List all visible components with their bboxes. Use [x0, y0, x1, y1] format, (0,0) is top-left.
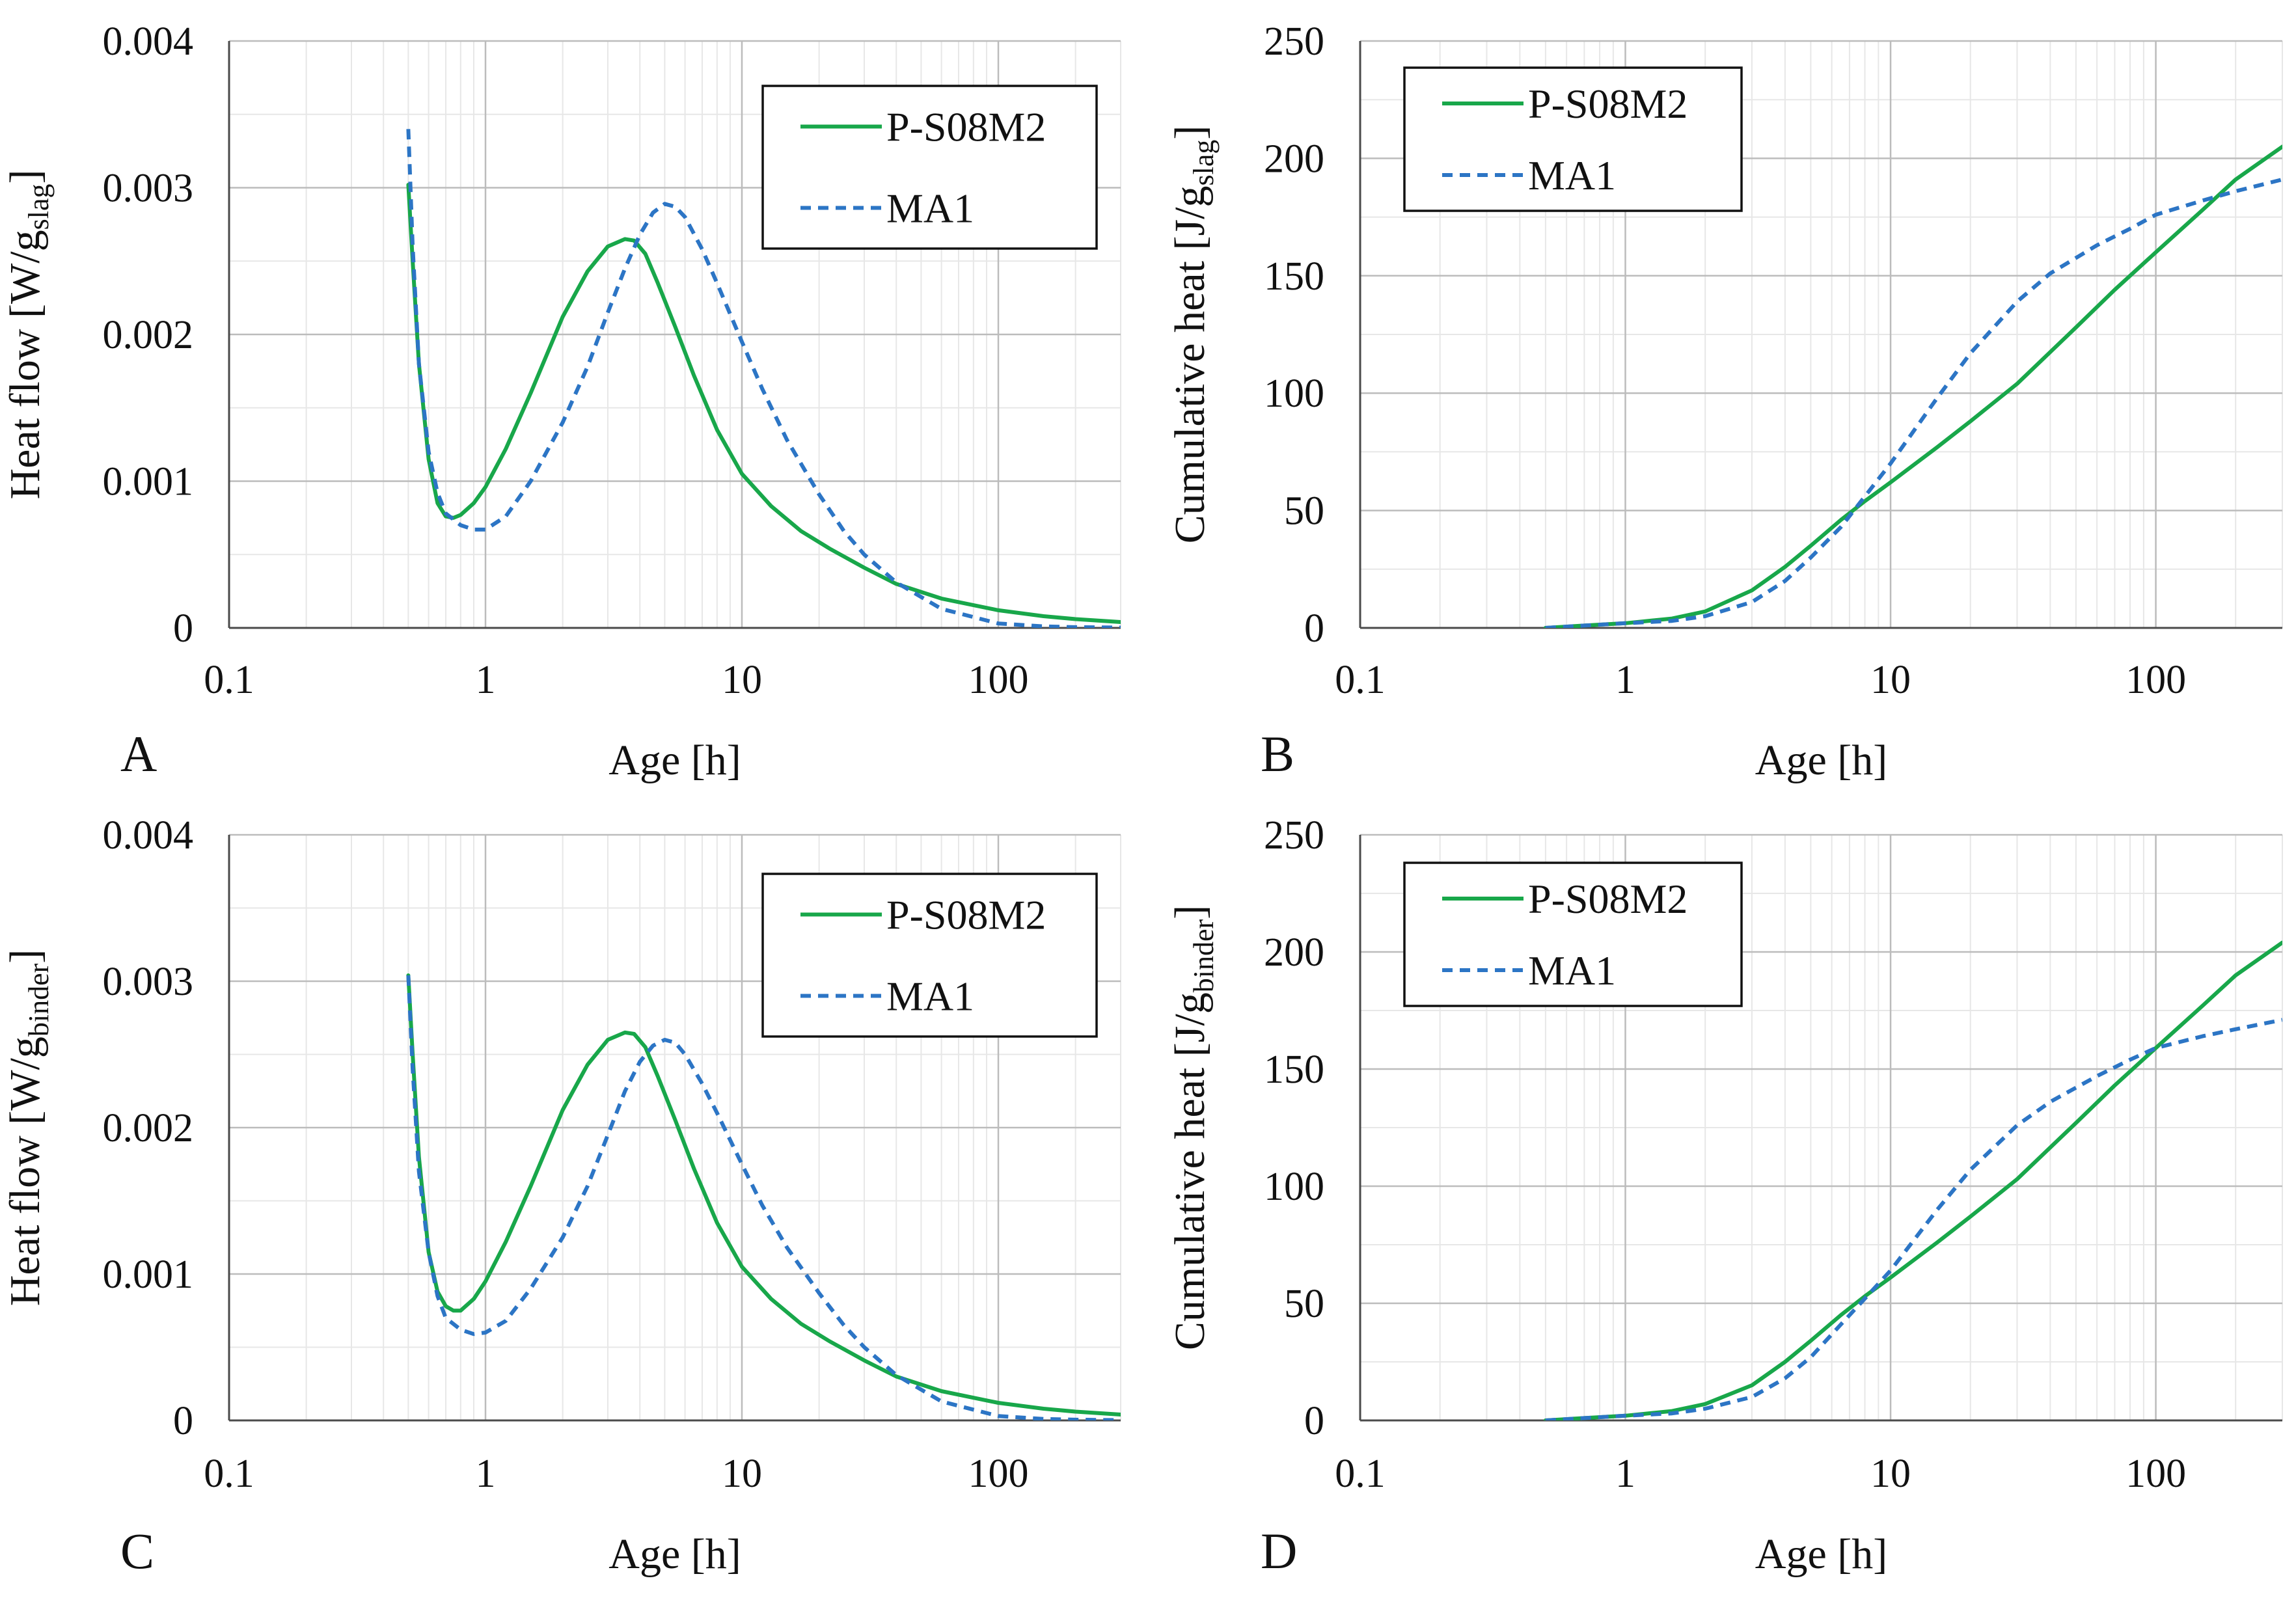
x-tick-label: 1 — [476, 658, 496, 702]
y-axis-label-end: ] — [1166, 126, 1214, 140]
legend-label: P-S08M2 — [1528, 81, 1688, 127]
y-tick-label: 150 — [1264, 254, 1324, 299]
y-axis-label-main: Cumulative heat [J/g — [1166, 992, 1214, 1350]
series-line-ma1 — [406, 129, 1121, 628]
legend-label: MA1 — [1528, 152, 1616, 198]
y-tick-label: 200 — [1264, 137, 1324, 181]
y-axis-label-end: ] — [1, 169, 49, 183]
x-tick-label: 10 — [722, 658, 762, 702]
x-tick-label: 1 — [476, 1452, 496, 1496]
legend-label: MA1 — [886, 973, 974, 1020]
x-axis-label: Age [h] — [1755, 737, 1887, 784]
legend-label: MA1 — [886, 185, 974, 232]
y-tick-label: 100 — [1264, 1165, 1324, 1209]
y-axis-label: Heat flow [W/gbinder] — [1, 949, 55, 1307]
y-tick-label: 50 — [1284, 1282, 1324, 1326]
y-axis-label-main: Cumulative heat [J/g — [1166, 185, 1214, 543]
legend: P-S08M2 MA1 — [761, 873, 1098, 1038]
x-tick-label: 100 — [2125, 1452, 2186, 1496]
y-axis-label-main: Heat flow [W/g — [1, 1037, 49, 1306]
y-axis-label-end: ] — [1, 949, 49, 964]
y-axis-label-subscript: slag — [1188, 140, 1220, 186]
legend-box — [1403, 861, 1743, 1007]
x-tick-label: 1 — [1615, 658, 1635, 702]
y-axis-label: Heat flow [W/gslag] — [1, 169, 55, 499]
y-tick-label: 200 — [1264, 930, 1324, 975]
series-line-p-s08m2 — [406, 973, 1121, 1417]
y-axis-label: Cumulative heat [J/gslag] — [1166, 126, 1220, 544]
legend: P-S08M2 MA1 — [761, 85, 1098, 250]
x-tick-label: 1 — [1615, 1452, 1635, 1496]
x-tick-label: 10 — [1870, 658, 1911, 702]
y-tick-label: 0 — [1304, 1399, 1324, 1443]
y-tick-label: 0.001 — [103, 1253, 194, 1297]
y-tick-label: 250 — [1264, 813, 1324, 858]
x-tick-label: 0.1 — [1335, 658, 1386, 702]
x-tick-label: 0.1 — [204, 1452, 254, 1496]
y-tick-label: 250 — [1264, 20, 1324, 64]
x-tick-label: 100 — [968, 1452, 1029, 1496]
y-tick-label: 0.004 — [103, 20, 194, 64]
legend-label: P-S08M2 — [886, 892, 1046, 938]
series-line-ma1 — [1545, 1018, 2282, 1420]
y-axis-label-end: ] — [1166, 905, 1214, 919]
x-tick-label: 0.1 — [204, 658, 254, 702]
series-line-ma1 — [406, 975, 1121, 1420]
y-tick-label: 0.002 — [103, 313, 194, 357]
y-axis-label: Cumulative heat [J/gbinder] — [1166, 905, 1220, 1350]
panel-letter: B — [1261, 725, 1294, 782]
panel-A: 0.1 1 10 100 0 0.001 0.002 0.003 0.004 Age [h] Hea… — [1, 20, 1121, 784]
y-tick-label: 100 — [1264, 372, 1324, 416]
y-tick-label: 0.003 — [103, 167, 194, 211]
panel-letter: A — [120, 725, 157, 782]
series-line-ma1 — [1545, 177, 2282, 628]
x-tick-label: 0.1 — [1335, 1452, 1386, 1496]
legend-box — [761, 85, 1098, 250]
y-tick-label: 0.004 — [103, 813, 194, 858]
panel-letter: D — [1261, 1523, 1297, 1579]
y-tick-label: 0 — [1304, 606, 1324, 651]
legend-box — [1403, 66, 1743, 212]
y-axis-label-subscript: binder — [1188, 919, 1220, 992]
x-axis-label: Age [h] — [1755, 1530, 1887, 1578]
legend: P-S08M2 MA1 — [1403, 66, 1743, 212]
x-tick-label: 100 — [2125, 658, 2186, 702]
y-axis-label-main: Heat flow [W/g — [1, 230, 49, 499]
panel-B: 0.1 1 10 100 0 50 100 150 200 250 Age [h] Cumulativ… — [1166, 20, 2283, 784]
legend: P-S08M2 MA1 — [1403, 861, 1743, 1007]
y-tick-label: 0.001 — [103, 460, 194, 504]
panel-D: 0.1 1 10 100 0 50 100 150 200 250 Age [h] Cumulativ… — [1166, 813, 2283, 1579]
x-axis-label: Age [h] — [608, 737, 741, 784]
panel-C: 0.1 1 10 100 0 0.001 0.002 0.003 0.004 Age [h] Hea… — [1, 813, 1121, 1579]
y-tick-label: 0 — [173, 1399, 193, 1443]
legend-box — [761, 873, 1098, 1038]
x-tick-label: 100 — [968, 658, 1029, 702]
y-tick-label: 0.002 — [103, 1106, 194, 1150]
panel-letter: C — [120, 1523, 154, 1579]
legend-label: P-S08M2 — [1528, 876, 1688, 922]
series-line-p-s08m2 — [1543, 144, 2282, 628]
x-axis-label: Age [h] — [608, 1530, 741, 1578]
legend-label: MA1 — [1528, 947, 1616, 994]
y-axis-label-subscript: binder — [23, 963, 55, 1037]
legend-label: P-S08M2 — [886, 104, 1046, 150]
x-tick-label: 10 — [722, 1452, 762, 1496]
x-tick-label: 10 — [1870, 1452, 1911, 1496]
y-tick-label: 50 — [1284, 489, 1324, 534]
y-tick-label: 0.003 — [103, 960, 194, 1004]
y-axis-label-subscript: slag — [23, 183, 55, 230]
y-tick-label: 0 — [173, 606, 193, 651]
y-tick-label: 150 — [1264, 1048, 1324, 1092]
